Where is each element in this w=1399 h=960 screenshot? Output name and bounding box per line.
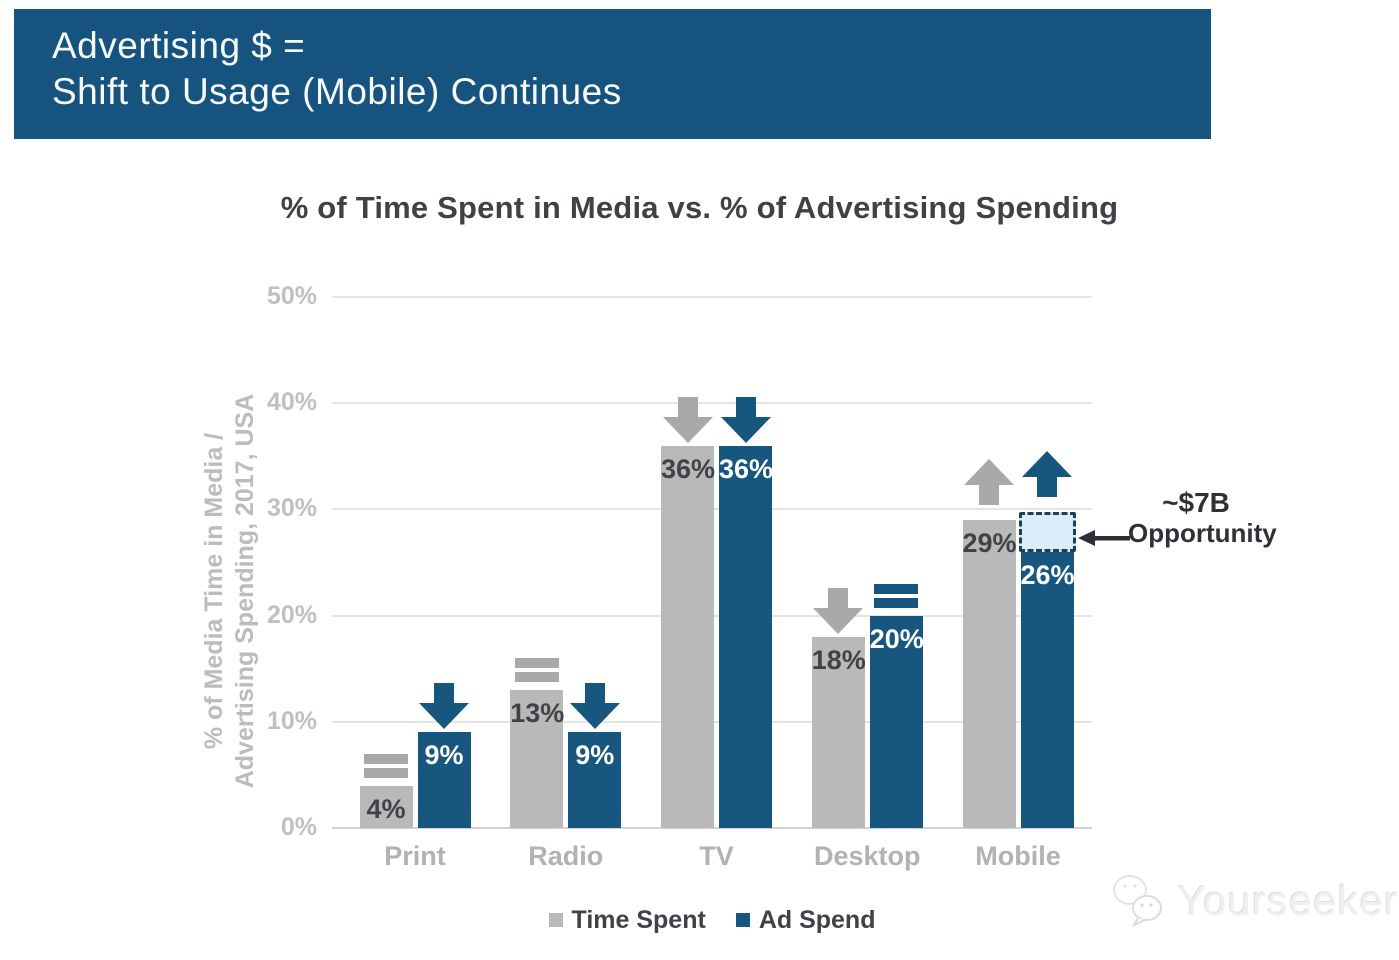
equals-bar — [874, 583, 919, 594]
bar-ad-spend-print — [417, 732, 471, 828]
chat-bubbles-icon — [1113, 875, 1162, 928]
up-arrow-icon — [964, 459, 1014, 506]
bar-time-spent-tv — [661, 445, 714, 828]
equals-icon — [514, 657, 559, 682]
bar-value-label: 9% — [575, 740, 615, 771]
opportunity-label: Opportunity — [1128, 518, 1277, 548]
equals-icon — [874, 583, 919, 608]
equals-bar — [514, 671, 559, 682]
y-tick-label: 10% — [266, 706, 317, 735]
bar-value-label: 13% — [510, 697, 565, 728]
bar-ad-spend-radio — [568, 732, 622, 828]
x-axis-label: Print — [384, 841, 446, 871]
watermark: Yourseeker — [1108, 872, 1399, 930]
gridline — [332, 296, 1092, 298]
legend-swatch — [548, 913, 563, 927]
slide-title-line2: Shift to Usage (Mobile) Continues — [52, 71, 622, 112]
bar-value-label: 18% — [811, 644, 866, 675]
legend-label: Time Spent — [571, 905, 706, 934]
slide-header: Advertising $ = Shift to Usage (Mobile) … — [14, 9, 1211, 139]
down-arrow-icon — [813, 587, 864, 634]
legend-item-ad-spend: Ad Spend — [735, 905, 876, 935]
x-axis-label: TV — [699, 841, 734, 871]
x-axis-label: Mobile — [975, 841, 1061, 871]
legend: Time Spent Ad Spend — [332, 903, 1092, 937]
bar-value-label: 36% — [719, 453, 774, 484]
legend-item-time-spent: Time Spent — [548, 905, 706, 935]
bar-value-label: 29% — [962, 528, 1017, 559]
legend-swatch — [735, 913, 750, 927]
down-arrow-icon — [662, 396, 713, 443]
down-arrow-icon — [419, 683, 469, 730]
bar-time-spent-desktop — [811, 636, 865, 828]
opportunity-value: ~$7B — [1162, 487, 1230, 518]
bar-time-spent-radio — [510, 689, 564, 828]
bar-time-spent-print — [359, 785, 413, 828]
y-tick-label: 0% — [280, 813, 317, 841]
y-tick-label: 40% — [266, 388, 317, 417]
y-tick-label: 20% — [266, 600, 317, 629]
equals-bar — [514, 657, 559, 668]
left-arrow-icon — [1078, 530, 1130, 546]
watermark-text: Yourseeker — [1178, 877, 1399, 924]
bar-value-label: 26% — [1020, 559, 1075, 590]
bar-ad-spend-desktop — [869, 615, 923, 828]
bar-time-spent-mobile — [962, 520, 1016, 828]
legend-label: Ad Spend — [758, 905, 876, 934]
y-tick-label: 50% — [266, 282, 317, 310]
gridline — [332, 402, 1092, 405]
bar-value-label: 20% — [869, 623, 924, 654]
down-arrow-icon — [569, 683, 620, 730]
equals-bar — [364, 767, 408, 778]
equals-icon — [364, 753, 408, 778]
down-arrow-icon — [720, 396, 771, 443]
opportunity-annotation: ~$7B Opportunity — [1128, 487, 1277, 548]
equals-bar — [874, 597, 919, 608]
bar-value-label: 36% — [661, 453, 716, 484]
up-arrow-icon — [1022, 450, 1072, 497]
bar-value-label: 9% — [424, 740, 464, 771]
chart-title: % of Time Spent in Media vs. % of Advert… — [280, 190, 1119, 225]
bar-ad-spend-mobile — [1020, 551, 1074, 828]
gridline — [332, 827, 1092, 829]
x-axis-label: Desktop — [813, 841, 921, 871]
equals-bar — [364, 753, 408, 764]
slide-title-line1: Advertising $ = — [52, 25, 306, 66]
bar-value-label: 4% — [366, 793, 406, 824]
bar-ad-spend-tv — [719, 445, 772, 828]
y-tick-label: 30% — [266, 494, 317, 523]
opportunity-box — [1018, 511, 1076, 552]
y-axis-title-line1: % of Media Time in Media / — [200, 432, 228, 750]
x-axis-label: Radio — [528, 841, 604, 871]
